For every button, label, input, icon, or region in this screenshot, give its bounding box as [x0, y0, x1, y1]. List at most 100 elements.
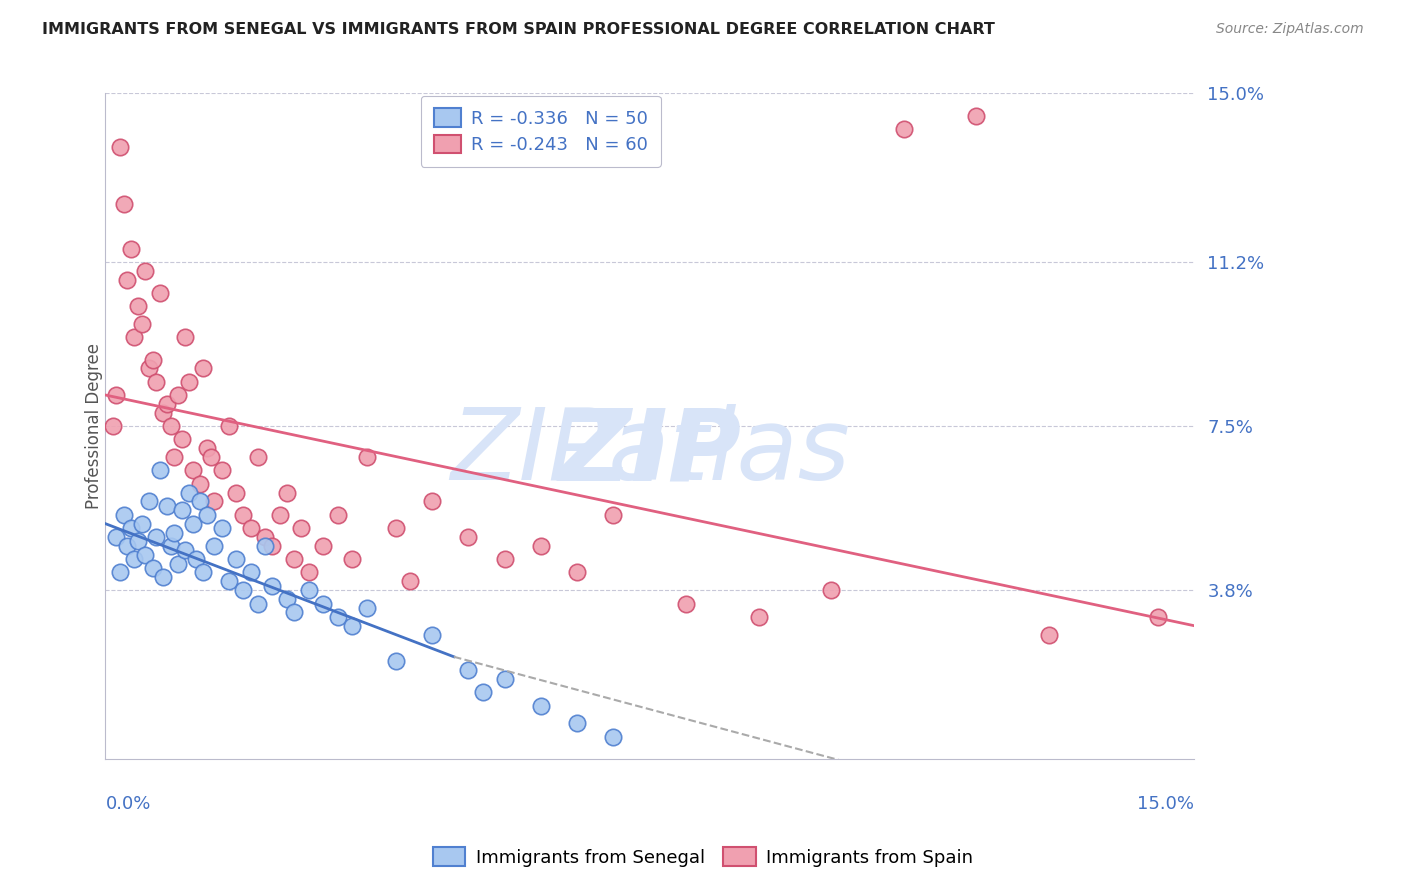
Point [356, 450, 378, 464]
Point [152, 570, 174, 584]
Point [254, 530, 277, 544]
Point [112, 508, 135, 522]
Point [283, 552, 305, 566]
Point [181, 516, 204, 531]
Point [567, 566, 589, 580]
Point [457, 530, 479, 544]
Point [232, 583, 254, 598]
Point [1038, 627, 1060, 641]
Point [131, 317, 153, 331]
Point [494, 672, 516, 686]
Point [748, 610, 770, 624]
Point [145, 375, 167, 389]
Point [246, 597, 269, 611]
Point [298, 566, 321, 580]
Point [218, 574, 240, 589]
Point [108, 566, 131, 580]
Point [167, 388, 190, 402]
Point [105, 388, 128, 402]
Point [174, 543, 197, 558]
Point [202, 539, 225, 553]
Point [202, 494, 225, 508]
Point [127, 299, 149, 313]
Y-axis label: Professional Degree: Professional Degree [86, 343, 103, 509]
Point [239, 521, 262, 535]
Point [820, 583, 842, 598]
Point [290, 521, 312, 535]
Point [326, 610, 349, 624]
Point [340, 552, 363, 566]
Point [602, 508, 624, 522]
Text: ZIP: ZIP [558, 404, 741, 501]
Point [298, 583, 321, 598]
Point [276, 592, 298, 607]
Point [177, 375, 200, 389]
Text: 0.0%: 0.0% [105, 796, 150, 814]
Point [283, 606, 305, 620]
Point [218, 419, 240, 434]
Point [177, 485, 200, 500]
Point [188, 476, 211, 491]
Point [567, 716, 589, 731]
Legend: Immigrants from Senegal, Immigrants from Spain: Immigrants from Senegal, Immigrants from… [426, 840, 980, 874]
Point [471, 685, 494, 699]
Legend: R = -0.336   N = 50, R = -0.243   N = 60: R = -0.336 N = 50, R = -0.243 N = 60 [420, 95, 661, 167]
Point [167, 557, 190, 571]
Point [965, 109, 987, 123]
Point [145, 530, 167, 544]
Point [170, 503, 193, 517]
Point [188, 494, 211, 508]
Point [127, 534, 149, 549]
Point [254, 539, 277, 553]
Point [262, 539, 284, 553]
Point [156, 499, 179, 513]
Point [156, 397, 179, 411]
Point [225, 485, 247, 500]
Point [149, 285, 172, 300]
Point [232, 508, 254, 522]
Point [530, 539, 553, 553]
Point [420, 627, 443, 641]
Point [246, 450, 269, 464]
Point [142, 561, 165, 575]
Point [312, 597, 335, 611]
Point [399, 574, 422, 589]
Point [457, 663, 479, 677]
Point [893, 121, 915, 136]
Point [120, 242, 142, 256]
Point [112, 197, 135, 211]
Point [239, 566, 262, 580]
Point [262, 579, 284, 593]
Point [312, 539, 335, 553]
Point [149, 463, 172, 477]
Point [124, 552, 146, 566]
Text: ZIPatlas: ZIPatlas [450, 404, 849, 501]
Point [384, 654, 406, 668]
Point [225, 552, 247, 566]
Point [384, 521, 406, 535]
Point [101, 419, 124, 434]
Point [115, 539, 138, 553]
Point [131, 516, 153, 531]
Point [120, 521, 142, 535]
Point [420, 494, 443, 508]
Point [326, 508, 349, 522]
Point [211, 463, 233, 477]
Point [193, 361, 215, 376]
Point [269, 508, 291, 522]
Point [195, 508, 218, 522]
Point [181, 463, 204, 477]
Point [159, 419, 181, 434]
Point [276, 485, 298, 500]
Point [152, 406, 174, 420]
Point [138, 361, 160, 376]
Point [602, 730, 624, 744]
Point [675, 597, 697, 611]
Point [108, 139, 131, 153]
Point [163, 525, 186, 540]
Point [163, 450, 186, 464]
Text: IMMIGRANTS FROM SENEGAL VS IMMIGRANTS FROM SPAIN PROFESSIONAL DEGREE CORRELATION: IMMIGRANTS FROM SENEGAL VS IMMIGRANTS FR… [42, 22, 995, 37]
Point [142, 352, 165, 367]
Point [138, 494, 160, 508]
Point [174, 330, 197, 344]
